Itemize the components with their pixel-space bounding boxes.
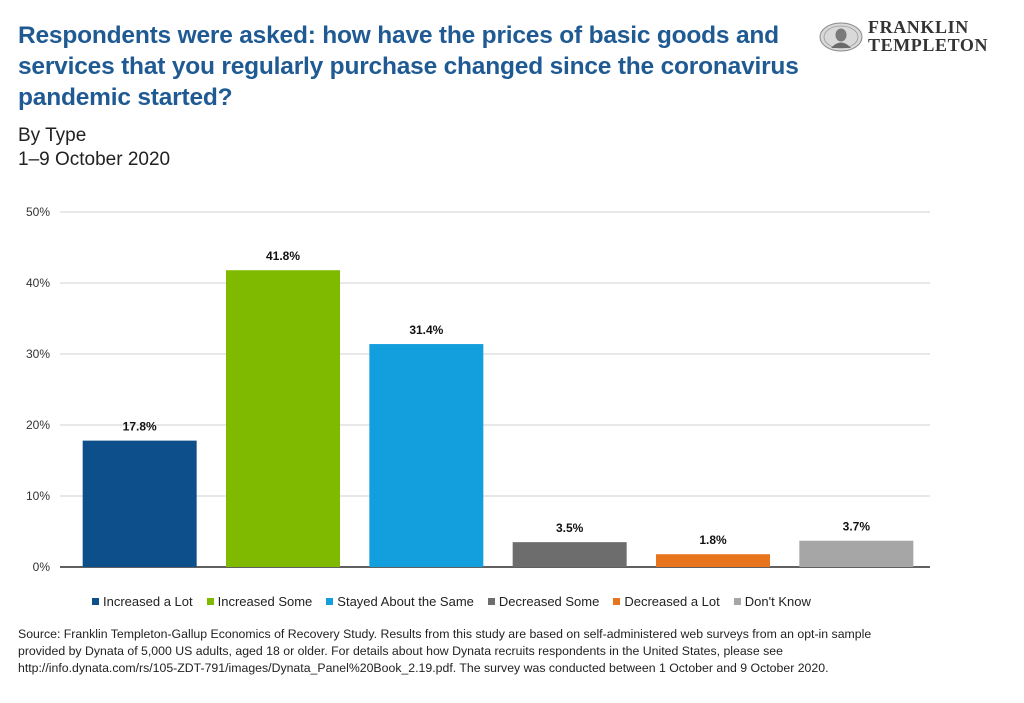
bar-increased-some	[226, 270, 340, 567]
bar-value-label: 17.8%	[123, 420, 157, 434]
legend-swatch	[92, 597, 99, 605]
legend-swatch	[326, 597, 334, 605]
bar-value-label: 1.8%	[699, 533, 727, 547]
data-labels: 17.8% 41.8% 31.4% 3.5% 1.8% 3.7%	[123, 249, 871, 547]
logo-line-templeton: TEMPLETON	[868, 35, 989, 55]
franklin-portrait-seal-icon	[819, 22, 863, 52]
grid-lines	[60, 211, 930, 568]
bar-don-t-know	[799, 540, 914, 567]
legend-label: Don't Know	[744, 593, 811, 609]
bar-value-label: 31.4%	[409, 323, 443, 337]
y-tick-label: 20%	[26, 418, 50, 432]
bar-value-label: 3.7%	[843, 520, 871, 534]
legend-item: Decreased a Lot	[613, 592, 720, 610]
bars	[82, 270, 914, 567]
y-tick-label: 0%	[33, 560, 51, 574]
legend-item: Increased Some	[206, 592, 313, 610]
bar-chart: 0% 10% 20% 30% 40% 50% 17.8% 41.8% 31.4% 3.5% 1.8…	[26, 205, 930, 574]
source-line-3: http://info.dynata.com/rs/105-ZDT-791/im…	[18, 661, 829, 675]
legend-label: Decreased Some	[498, 593, 600, 609]
legend-item: Don't Know	[733, 592, 811, 610]
source-line-2: provided by Dynata of 5,000 US adults, a…	[18, 644, 783, 658]
legend-item: Decreased Some	[487, 592, 600, 610]
legend-label: Decreased a Lot	[624, 593, 720, 609]
bar-value-label: 3.5%	[556, 521, 584, 535]
y-tick-label: 50%	[26, 205, 50, 219]
y-axis-ticks: 0% 10% 20% 30% 40% 50%	[26, 205, 50, 574]
legend-swatch	[733, 597, 741, 605]
legend-item: Stayed About the Same	[326, 592, 474, 610]
legend-label: Increased a Lot	[103, 593, 193, 609]
source-line-1: Source: Franklin Templeton-Gallup Econom…	[18, 627, 872, 641]
chart-legend: Increased a Lot Increased Some Stayed Abou…	[92, 592, 912, 610]
subtitle-type: By Type	[18, 125, 87, 146]
logo-line-franklin: FRANKLIN	[868, 17, 969, 37]
legend-label: Stayed About the Same	[337, 593, 474, 609]
logo-wordmark: FRANKLIN TEMPLETON	[868, 18, 988, 54]
bar-value-label: 41.8%	[266, 249, 300, 263]
chart-title: Respondents were asked: how have the pri…	[18, 22, 799, 111]
y-tick-label: 40%	[26, 276, 50, 290]
bar-increased-a-lot	[82, 440, 197, 567]
legend-swatch	[487, 597, 495, 605]
legend-item: Increased a Lot	[92, 592, 193, 610]
legend-swatch	[206, 597, 214, 605]
chart-subtitle: By Type 1–9 October 2020	[18, 124, 170, 172]
subtitle-date: 1–9 October 2020	[18, 149, 171, 170]
y-tick-label: 10%	[26, 489, 50, 503]
bar-stayed-about-the-same	[369, 344, 484, 567]
franklin-templeton-logo: FRANKLIN TEMPLETON	[818, 18, 1008, 58]
bar-decreased-some	[512, 542, 627, 567]
source-note: Source: Franklin Templeton-Gallup Econom…	[18, 626, 1008, 677]
legend-swatch	[613, 597, 621, 605]
bar-decreased-a-lot	[656, 554, 770, 567]
legend-label: Increased Some	[217, 593, 313, 609]
y-tick-label: 30%	[26, 347, 50, 361]
